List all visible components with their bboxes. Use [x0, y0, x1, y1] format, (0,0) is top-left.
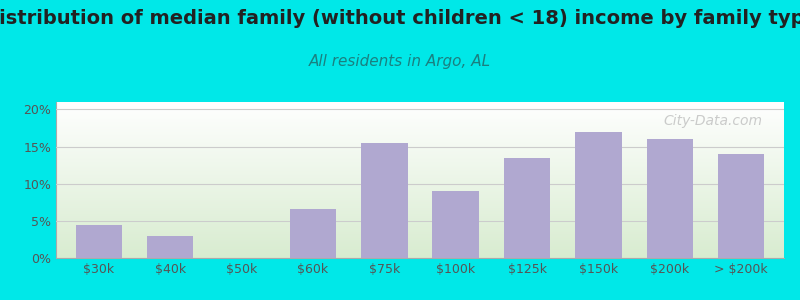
Bar [147, 236, 194, 258]
Bar [433, 191, 479, 258]
Bar [646, 139, 693, 258]
Text: Distribution of median family (without children < 18) income by family type: Distribution of median family (without c… [0, 9, 800, 28]
Text: All residents in Argo, AL: All residents in Argo, AL [309, 54, 491, 69]
Bar [290, 209, 336, 258]
Bar [361, 143, 407, 258]
Bar [76, 225, 122, 258]
Text: City-Data.com: City-Data.com [663, 115, 762, 128]
Bar [504, 158, 550, 258]
Bar [575, 132, 622, 258]
Bar [718, 154, 764, 258]
